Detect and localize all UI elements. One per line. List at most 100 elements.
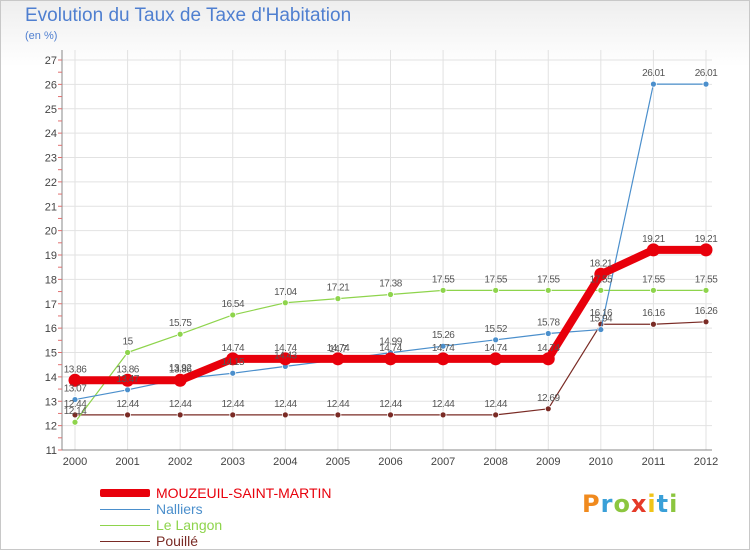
x-tick-label: 2002: [168, 456, 192, 468]
x-tick-label: 2011: [642, 456, 666, 468]
data-point: [124, 386, 131, 394]
data-label: 12.44: [484, 399, 507, 410]
y-tick-label: 19: [45, 250, 57, 262]
data-label: 15.26: [432, 330, 455, 341]
legend-swatch-nalliers: [100, 509, 150, 510]
data-label: 16.54: [221, 299, 244, 310]
data-label: 17.55: [590, 274, 613, 285]
x-tick-label: 2000: [63, 456, 87, 468]
data-point: [544, 286, 552, 294]
data-point: [176, 330, 184, 338]
data-label: 12.44: [379, 399, 402, 410]
data-point: [492, 286, 500, 294]
data-point: [229, 411, 237, 419]
data-point: [650, 320, 657, 328]
x-tick-label: 2010: [589, 456, 613, 468]
data-label: 26.01: [642, 68, 665, 79]
grid: [62, 50, 712, 451]
y-tick-label: 15: [45, 348, 57, 360]
data-label: 16.16: [642, 308, 665, 319]
x-tick-label: 2004: [273, 456, 297, 468]
logo-letter: i: [647, 490, 657, 518]
y-tick-label: 27: [45, 55, 57, 67]
y-tick-label: 24: [45, 128, 57, 140]
y-tick-label: 13: [45, 396, 57, 408]
data-label: 17.55: [642, 274, 665, 285]
data-label: 13.47: [116, 374, 139, 385]
data-point: [492, 336, 500, 344]
data-point: [541, 352, 555, 366]
data-point: [436, 352, 450, 366]
x-tick-label: 2003: [221, 456, 245, 468]
data-label: 12.44: [274, 399, 297, 410]
data-point: [439, 286, 447, 294]
data-label: 15.94: [590, 314, 613, 325]
x-tick-label: 2008: [483, 456, 507, 468]
data-point: [68, 373, 82, 387]
data-label: 19.21: [695, 234, 718, 245]
logo-letter: o: [613, 490, 631, 518]
data-label: 19.21: [642, 234, 665, 245]
data-point: [124, 349, 131, 356]
proxiti-logo: Proxiti: [582, 490, 678, 518]
data-point: [229, 369, 237, 377]
data-point: [597, 286, 605, 294]
data-label: 17.55: [537, 274, 560, 285]
data-label: 13.07: [64, 384, 87, 395]
data-point: [387, 291, 394, 298]
y-tick-label: 16: [45, 323, 57, 335]
y-tick-label: 11: [46, 445, 57, 457]
data-point: [702, 286, 710, 294]
data-point: [702, 80, 710, 88]
x-tick-label: 2005: [326, 456, 350, 468]
y-tick-label: 12: [45, 421, 57, 433]
data-label: 14.43: [274, 350, 297, 361]
data-label: 17.04: [274, 287, 297, 298]
legend-label-le-langon: Le Langon: [156, 517, 223, 533]
data-label: 14.74: [379, 343, 402, 354]
data-point: [492, 411, 500, 419]
data-label: 18.21: [590, 258, 613, 269]
data-point: [124, 411, 131, 419]
logo-letter: x: [630, 490, 648, 518]
data-point: [281, 299, 289, 307]
data-label: 12.44: [432, 399, 455, 410]
data-point: [544, 405, 552, 413]
data-label: 12.44: [169, 399, 192, 410]
x-tick-label: 2012: [694, 456, 718, 468]
data-label: 14.74: [327, 343, 350, 354]
data-label: 13.92: [169, 363, 192, 374]
data-point: [650, 80, 657, 88]
data-point: [226, 352, 240, 366]
data-label: 14.7: [329, 344, 347, 355]
data-label: 14.74: [221, 343, 244, 354]
data-point: [489, 352, 503, 366]
data-point: [121, 373, 135, 387]
data-point: [229, 311, 237, 319]
data-label: 17.55: [432, 274, 455, 285]
y-tick-label: 22: [45, 177, 57, 189]
data-label: 17.21: [327, 283, 350, 294]
data-point: [699, 243, 713, 257]
data-point: [439, 342, 447, 350]
data-label: 14.74: [274, 343, 297, 354]
data-point: [334, 411, 342, 419]
data-label: 12.44: [64, 399, 87, 410]
data-label: 15.75: [169, 318, 192, 329]
data-point: [702, 318, 710, 326]
data-point: [387, 411, 394, 419]
y-tick-label: 20: [45, 226, 57, 238]
chart-title: Evolution du Taux de Taxe d'Habitation: [25, 5, 352, 26]
logo-letter: t: [656, 490, 670, 518]
data-point: [650, 286, 657, 294]
data-point: [278, 352, 292, 366]
logo-letter: r: [600, 490, 614, 518]
x-tick-label: 2009: [536, 456, 560, 468]
legend-swatch-mouzeuil: [100, 489, 150, 497]
data-label: 14.15: [221, 357, 244, 368]
data-label: 14.74: [537, 343, 560, 354]
x-tick-label: 2006: [378, 456, 402, 468]
data-label: 15: [123, 337, 134, 348]
data-label: 17.55: [484, 274, 507, 285]
